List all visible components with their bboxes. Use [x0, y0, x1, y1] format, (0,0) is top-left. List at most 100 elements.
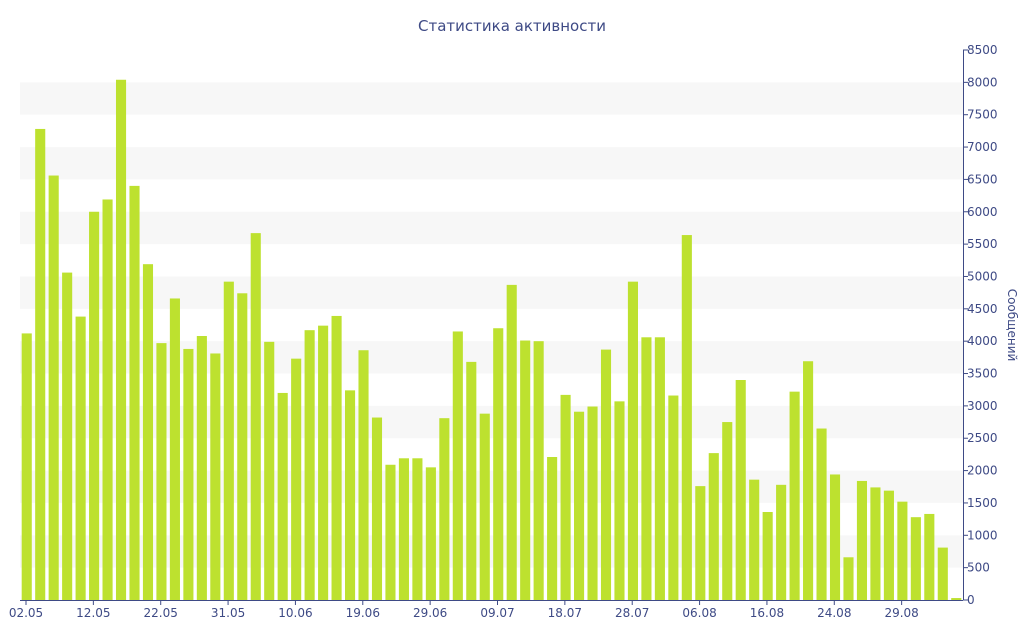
chart-title: Статистика активности — [418, 17, 606, 35]
grid-band — [20, 276, 963, 309]
bar — [304, 330, 315, 600]
bar — [318, 325, 329, 600]
bar — [452, 331, 463, 600]
bar — [169, 298, 180, 600]
bar — [210, 353, 221, 600]
bar — [493, 328, 504, 600]
bar — [277, 392, 288, 600]
x-tick-label: 29.06 — [413, 606, 447, 620]
bar — [48, 175, 59, 600]
x-tick-label: 24.08 — [817, 606, 851, 620]
y-tick-label: 3500 — [967, 367, 998, 381]
bar — [560, 394, 571, 600]
bar — [668, 395, 679, 600]
bar — [506, 284, 517, 600]
bar — [398, 458, 409, 600]
bar — [520, 340, 531, 600]
y-tick-label: 8500 — [967, 43, 998, 57]
bar — [115, 79, 127, 600]
bar — [803, 361, 814, 600]
bars — [21, 79, 962, 600]
y-tick-label: 2000 — [967, 464, 998, 478]
bar — [587, 406, 598, 600]
y-tick-label: 7500 — [967, 108, 998, 122]
grid-band — [20, 211, 963, 245]
x-tick-label: 12.05 — [76, 606, 110, 620]
bar — [264, 341, 275, 600]
bar — [358, 350, 369, 600]
y-tick-label: 3000 — [967, 399, 998, 413]
bar — [75, 316, 86, 600]
y-tick-label: 7000 — [967, 140, 998, 154]
bar — [439, 418, 450, 600]
y-tick-label: 2500 — [967, 431, 998, 445]
bar — [574, 411, 585, 600]
bar — [722, 422, 733, 600]
y-tick-label: 5500 — [967, 237, 998, 251]
bar — [345, 390, 356, 600]
bar — [547, 457, 558, 600]
bar — [789, 391, 800, 600]
bar — [600, 349, 612, 600]
bar — [627, 281, 638, 600]
x-tick-label: 09.07 — [480, 606, 514, 620]
bar — [749, 479, 760, 600]
bar — [924, 513, 935, 600]
y-tick-label: 6500 — [967, 172, 998, 186]
y-tick-label: 500 — [967, 561, 990, 575]
bar — [479, 413, 490, 600]
bar — [196, 336, 207, 600]
bar — [856, 480, 868, 600]
x-tick-label: 10.06 — [278, 606, 312, 620]
bar — [412, 458, 423, 600]
bar — [829, 474, 841, 600]
x-tick-label: 02.05 — [9, 606, 43, 620]
bar — [897, 501, 908, 600]
bar — [883, 490, 894, 600]
bar — [695, 486, 706, 600]
x-tick-label: 16.08 — [750, 606, 784, 620]
y-tick-label: 0 — [967, 593, 975, 607]
bar — [371, 417, 383, 600]
y-axis-label: Сообщений — [1005, 289, 1019, 362]
bar — [641, 337, 652, 600]
x-tick-label: 18.07 — [548, 606, 582, 620]
bar — [183, 348, 194, 600]
y-tick-label: 1500 — [967, 496, 998, 510]
y-tick-label: 4500 — [967, 302, 998, 316]
bar — [35, 128, 46, 600]
y-tick-label: 1000 — [967, 528, 998, 542]
x-axis-ticks: 02.05 12.05 22.05 31.05 10.06 19.06 29.06 09.07… — [9, 600, 919, 620]
bar — [102, 199, 113, 600]
x-tick-label: 22.05 — [144, 606, 178, 620]
y-tick-label: 8000 — [967, 75, 998, 89]
bar — [129, 185, 140, 600]
bar — [708, 453, 719, 600]
bar — [385, 464, 396, 600]
x-tick-label: 28.07 — [615, 606, 649, 620]
y-tick-label: 5000 — [967, 269, 998, 283]
y-tick-label: 6000 — [967, 205, 998, 219]
bar — [533, 341, 544, 600]
bar — [250, 233, 261, 600]
bar — [681, 235, 692, 600]
bar — [291, 358, 302, 600]
bar — [910, 517, 921, 600]
bar — [62, 272, 73, 600]
bar — [223, 281, 234, 600]
y-axis-ticks: 0 500 1000 1500 2000 2500 3000 3500 4000 4500 5000… — [963, 43, 998, 607]
x-tick-label: 29.08 — [884, 606, 918, 620]
bar — [951, 598, 962, 600]
bar — [614, 401, 625, 600]
bar — [237, 293, 248, 600]
grid-band — [20, 82, 963, 115]
bar — [654, 337, 665, 600]
bar — [156, 343, 167, 600]
bar — [89, 211, 100, 600]
bar — [331, 315, 342, 600]
bar — [762, 512, 773, 600]
bar — [776, 484, 787, 600]
bar — [425, 467, 436, 600]
bar — [142, 264, 154, 600]
